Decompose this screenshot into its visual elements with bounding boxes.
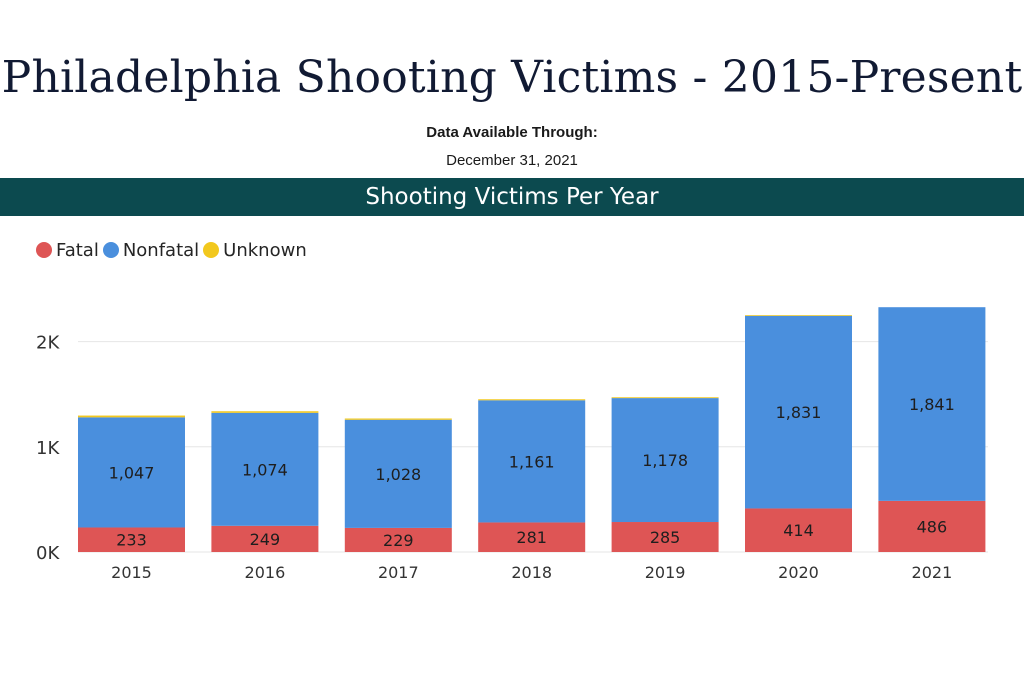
data-label-fatal: 229 [383,531,414,550]
data-label-nonfatal: 1,841 [909,395,955,414]
bar-unknown [478,399,586,401]
x-tick-label: 2020 [778,563,819,582]
legend-dot-fatal [36,242,52,258]
legend-item-unknown[interactable]: Unknown [203,240,307,261]
bar-nonfatal [478,400,586,523]
data-label-fatal: 414 [783,521,814,540]
x-tick-label: 2021 [912,563,953,582]
bar-unknown [344,418,452,420]
chart-title-banner: Shooting Victims Per Year [0,178,1024,216]
bar-fatal [478,522,586,552]
legend-item-fatal[interactable]: Fatal [36,240,99,261]
data-availability-date: December 31, 2021 [446,152,578,169]
bar-fatal [344,527,452,552]
chart-legend: Fatal Nonfatal Unknown [36,238,311,262]
data-label-fatal: 249 [250,530,281,549]
data-label-nonfatal: 1,074 [242,460,288,479]
bar-unknown [211,411,319,413]
bar-unknown [745,315,852,316]
legend-label-nonfatal: Nonfatal [122,239,200,261]
data-availability-label: Data Available Through: [426,124,598,141]
legend-label-fatal: Fatal [56,239,99,261]
bar-fatal [745,508,852,552]
data-label-fatal: 233 [116,531,147,550]
x-tick-label: 2017 [378,563,419,582]
bar-nonfatal [78,417,185,528]
bar-fatal [78,527,185,552]
bar-nonfatal [611,398,719,523]
data-label-nonfatal: 1,028 [375,465,421,484]
y-tick-label: 1K [36,438,60,459]
bar-nonfatal [878,307,986,501]
bar-nonfatal [344,419,452,528]
data-label-nonfatal: 1,047 [109,463,155,482]
page-title: Philadelphia Shooting Victims - 2015-Pre… [1,52,1023,103]
bar-fatal [878,500,986,552]
bar-fatal [611,522,719,552]
x-tick-label: 2016 [245,563,286,582]
data-label-nonfatal: 1,161 [509,452,555,471]
data-label-nonfatal: 1,178 [642,451,688,470]
x-tick-label: 2015 [111,563,152,582]
bar-fatal [211,525,319,552]
stacked-bar-chart: 0K 1K 2K 233 1,047 2015 249 1,074 2016 229 1,028 20… [36,307,988,582]
legend-label-unknown: Unknown [223,239,307,261]
legend-dot-unknown [203,242,220,258]
legend-item-nonfatal[interactable]: Nonfatal [102,239,200,261]
bar-unknown [78,415,185,418]
y-tick-label: 2K [36,333,60,354]
legend-dot-nonfatal [102,242,119,258]
x-tick-label: 2019 [645,563,686,582]
data-label-fatal: 486 [917,517,948,536]
x-tick-label: 2018 [511,563,552,582]
data-label-fatal: 285 [650,528,681,547]
bar-nonfatal [211,412,319,526]
bar-unknown [611,397,719,399]
bar-nonfatal [745,315,852,509]
data-label-fatal: 281 [516,528,547,547]
y-tick-label: 0K [36,543,60,564]
data-label-nonfatal: 1,831 [776,403,822,422]
